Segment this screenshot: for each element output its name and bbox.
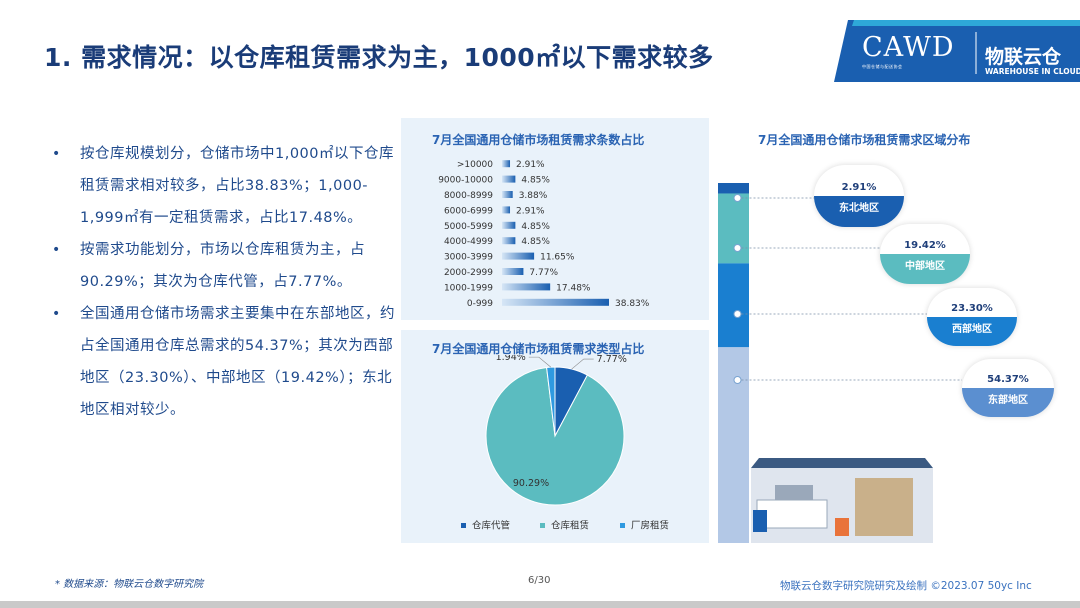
region-name-label: 东北地区 [814, 196, 904, 227]
bar-value-label: 11.65% [540, 253, 575, 263]
region-name-label: 西部地区 [927, 317, 1017, 346]
bullet-dot-icon: • [52, 242, 61, 258]
bullet-item: • 按需求功能划分，市场以仓库租赁为主，占90.29%；其次为仓库代管，占7.7… [52, 234, 398, 298]
size-bar-chart: >10000 2.91% 9000-10000 4.85% 8000-8999 3.88%… [438, 160, 650, 309]
pie-value-label: 90.29% [513, 478, 549, 489]
legend-label: 厂房租赁 [631, 520, 669, 532]
truck-cab [753, 510, 767, 532]
bar-value-label: 2.91% [516, 206, 545, 216]
bullet-text: 按仓库规模划分，仓储市场中1,000㎡以下仓库租赁需求相对较多，占比38.83%… [80, 146, 395, 226]
bar-category-label: 1000-1999 [444, 283, 493, 293]
bar [502, 283, 551, 291]
region-marker [733, 376, 742, 384]
bar-value-label: 2.91% [516, 160, 545, 170]
bullet-dot-icon: • [52, 306, 61, 322]
legend-swatch [540, 523, 545, 528]
legend-label: 仓库代管 [472, 520, 510, 532]
footer-credit: 物联云仓数字研究院研究及绘制 ©2023.07 50yc Inc [780, 580, 1032, 592]
forklift [835, 518, 849, 536]
bar-value-label: 17.48% [556, 283, 591, 293]
region-name-label: 中部地区 [880, 254, 970, 284]
bar-value-label: 3.88% [519, 191, 548, 201]
region-marker [733, 244, 742, 252]
type-pie-chart: 90.29% 7.77% 1.94% 仓库代管 仓库租赁 厂房租赁 [461, 355, 669, 532]
pie-slice [485, 366, 625, 506]
data-source-note: * 数据来源：物联云仓数字研究院 [55, 579, 204, 590]
bar-value-label: 4.85% [521, 222, 550, 232]
bar-value-label: 7.77% [529, 268, 558, 278]
warehouse-cloud-logo: 物联云仓 [985, 46, 1062, 68]
logo-band [834, 20, 1080, 82]
page-title: 1. 需求情况：以仓库租赁需求为主，1000㎡以下需求较多 [44, 43, 714, 72]
region-marker [733, 310, 742, 318]
bar [502, 175, 516, 183]
region-callout: 2.91% 东北地区 [814, 165, 904, 227]
bar-category-label: 3000-3999 [444, 253, 493, 263]
cawd-logo-sub: 中国仓储与配送协会 [862, 64, 903, 69]
legend-swatch [620, 523, 625, 528]
warehouse-cargo [855, 478, 913, 536]
bar-category-label: 9000-10000 [438, 176, 493, 186]
bar-category-label: 8000-8999 [444, 191, 493, 201]
bar-category-label: 5000-5999 [444, 222, 493, 232]
bar [502, 160, 511, 168]
bar-category-label: 2000-2999 [444, 268, 493, 278]
bullet-text: 按需求功能划分，市场以仓库租赁为主，占90.29%；其次为仓库代管，占7.77%… [80, 242, 365, 290]
region-name-label: 东部地区 [962, 388, 1054, 417]
region-value-label: 23.30% [951, 303, 993, 314]
bullet-text: 全国通用仓储市场需求主要集中在东部地区，约占全国通用仓库总需求的54.37%；其… [80, 306, 395, 418]
bar [502, 237, 516, 245]
bullet-item: • 按仓库规模划分，仓储市场中1,000㎡以下仓库租赁需求相对较多，占比38.8… [52, 138, 398, 234]
region-segment [718, 193, 749, 264]
bar [502, 206, 511, 214]
truck-box [756, 499, 828, 529]
summary-bullets: • 按仓库规模划分，仓储市场中1,000㎡以下仓库租赁需求相对较多，占比38.8… [52, 138, 398, 426]
region-segment [718, 347, 749, 543]
bullet-item: • 全国通用仓储市场需求主要集中在东部地区，约占全国通用仓库总需求的54.37%… [52, 298, 398, 426]
warehouse-cloud-logo-sub: WAREHOUSE IN CLOUD [985, 67, 1080, 76]
bar [502, 221, 516, 229]
pie-value-label: 7.77% [597, 355, 627, 365]
bar-category-label: 0-999 [467, 299, 493, 309]
page-number: 6/30 [528, 575, 551, 586]
bar [502, 252, 535, 260]
region-callout: 19.42% 中部地区 [880, 224, 970, 284]
region-callout: 23.30% 西部地区 [927, 288, 1017, 346]
bar-category-label: >10000 [457, 160, 493, 170]
region-callout: 54.37% 东部地区 [962, 359, 1054, 417]
pie-value-label: 1.94% [496, 355, 526, 363]
bar-value-label: 4.85% [521, 176, 550, 186]
pie-leader-line [571, 358, 594, 370]
bullet-dot-icon: • [52, 146, 61, 162]
bar-category-label: 4000-4999 [444, 237, 493, 247]
region-segment [718, 263, 749, 348]
region-column-chart [718, 183, 962, 543]
region-segment [718, 183, 749, 194]
bar [502, 298, 609, 306]
cawd-logo: CAWD [862, 32, 955, 63]
bar [502, 191, 513, 198]
region-chart-title: 7月全国通用仓储市场租赁需求区域分布 [758, 133, 971, 147]
region-marker [733, 194, 742, 202]
pie-leader-line [528, 356, 551, 368]
bar [502, 268, 524, 275]
bar-category-label: 6000-6999 [444, 206, 493, 216]
legend-label: 仓库租赁 [551, 520, 589, 532]
region-value-label: 54.37% [987, 374, 1029, 385]
bar-chart-title: 7月全国通用仓储市场租赁需求条数占比 [432, 133, 645, 147]
bar-value-label: 4.85% [521, 237, 550, 247]
region-value-label: 19.42% [904, 240, 946, 251]
region-value-label: 2.91% [841, 182, 877, 193]
bar-chart-panel [401, 118, 709, 320]
warehouse-roof [751, 458, 933, 468]
pie-chart-title: 7月全国通用仓储市场租赁需求类型占比 [432, 342, 645, 356]
bar-value-label: 38.83% [615, 299, 650, 309]
legend-swatch [461, 523, 466, 528]
bottom-bar [0, 601, 1080, 608]
